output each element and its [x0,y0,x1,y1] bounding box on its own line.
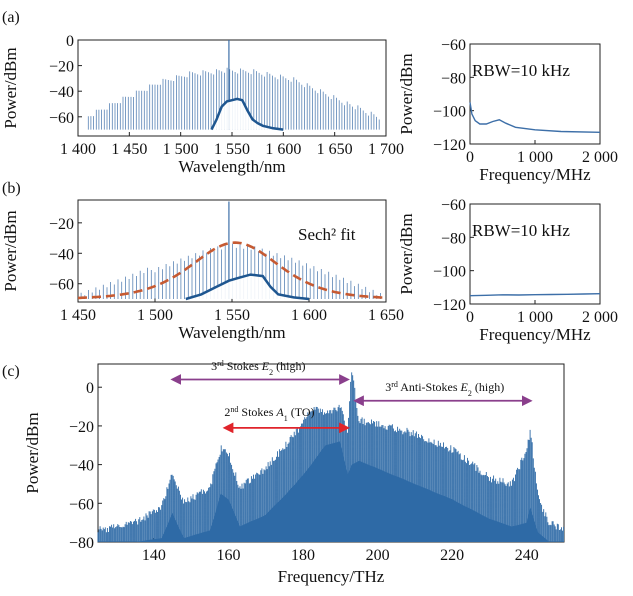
comb-lines [80,243,381,299]
x-tick-label: 1 650 [317,141,353,158]
y-tick-label: −100 [433,264,466,281]
x-tick-label: 1 550 [214,307,250,324]
y-tick-label: −40 [49,84,74,101]
y-tick-label: −120 [433,297,466,314]
annotation-label-part: rd [217,358,224,367]
x-tick-label: 1 450 [111,141,147,158]
x-tick-label: 1 500 [137,307,173,324]
annotation-label-part: nd [230,405,238,414]
x-tick-label: 1 600 [291,307,327,324]
y-tick-label: 0 [86,380,94,397]
x-axis-label: Frequency/THz [278,567,385,586]
x-tick-label: 140 [142,547,166,564]
y-axis-label: Power/dBm [397,53,416,134]
chart-a-rf-spectrum: 0 1 000 2 000 −60 −80 −100 −120 Frequency/MHz Po… [397,37,618,184]
annotation-label-part: Stokes [238,405,276,419]
x-axis-label: Wavelength/nm [178,323,285,342]
y-tick-label: 0 [66,33,74,50]
annotation-label-part: E [261,359,270,373]
annotation-label-part: Anti-Stokes [398,380,461,394]
chart-a-spectrum: 1 400 1 450 1 500 1 550 1 600 1 650 1 700 0 −20 −… [1,33,404,176]
inner-spectrum-line [210,97,284,131]
y-tick-label: −60 [441,197,466,214]
annotation-label-part: (high) [273,359,305,373]
rbw-annotation: RBW=10 kHz [472,221,570,240]
annotation-label: 3rd Stokes E2 (high) [211,358,305,376]
annotation-label-part: 2 [468,389,472,398]
y-tick-label: −20 [69,419,94,436]
panel-label-a: (a) [2,9,20,26]
y-tick-label: −60 [69,496,94,513]
x-tick-label: 1 000 [517,149,553,166]
x-tick-label: 1 400 [60,141,96,158]
x-tick-label: 1 000 [517,309,553,326]
x-tick-label: 1 700 [368,141,404,158]
annotation-label-part: Stokes [224,359,262,373]
rbw-annotation: RBW=10 kHz [472,61,570,80]
inner-spectrum-fill [211,98,284,130]
x-tick-label: 0 [466,149,474,166]
rf-noise-trace [469,293,601,297]
plot-frame [469,203,601,305]
x-tick-label: 180 [291,547,315,564]
plot-frame [469,43,601,145]
inner-spectrum-fill [185,274,309,299]
x-tick-label: 160 [216,547,240,564]
annotation-label-part: 3 [385,380,391,394]
y-axis-label: Power/dBm [1,210,20,291]
y-tick-label: −120 [433,137,466,154]
panel-label-c: (c) [2,363,20,380]
x-tick-label: 2 000 [582,149,618,166]
spectrum-floor-fill [98,441,564,542]
rf-noise-trace [469,102,601,133]
chart-c-spectrum: 140 160 180 200 220 240 0 −20 −40 −60 −80 Frequency… [23,358,565,586]
inner-spectrum-line [185,273,310,301]
panel-label-b: (b) [2,180,21,197]
y-tick-label: −80 [441,70,466,87]
y-tick-label: −60 [49,277,74,294]
annotation-label-part: rd [391,380,398,389]
x-axis-label: Frequency/MHz [479,325,591,344]
x-tick-label: 0 [466,309,474,326]
y-tick-label: −60 [49,110,74,127]
y-tick-label: −40 [49,246,74,263]
x-axis-label: Wavelength/nm [178,157,285,176]
annotation-label-part: E [460,380,469,394]
x-tick-label: 220 [440,547,464,564]
x-tick-label: 200 [366,547,390,564]
x-tick-label: 1 450 [60,307,96,324]
x-tick-label: 1 650 [368,307,404,324]
annotation-label-part: 3 [211,359,217,373]
x-tick-label: 2 000 [582,309,618,326]
chart-b-spectrum: 1 450 1 500 1 550 1 600 1 650 −20 −40 −60 Wavele… [1,199,404,342]
sech2-fit-label: Sech² fit [298,225,356,244]
annotation-label-part: 1 [284,414,288,423]
y-tick-label: −100 [433,104,466,121]
chart-b-rf-spectrum: 0 1 000 2 000 −60 −80 −100 −120 Frequency/MHz Po… [397,197,618,344]
y-tick-label: −80 [441,230,466,247]
y-tick-label: −60 [441,37,466,54]
y-axis-label: Power/dBm [1,47,20,128]
sech2-fit-curve [78,241,387,300]
y-tick-label: −20 [49,216,74,233]
comb-lines [87,67,380,130]
y-tick-label: −20 [49,59,74,76]
annotation-label-part: A [275,405,284,419]
x-axis-label: Frequency/MHz [479,165,591,184]
y-tick-label: −80 [69,535,94,552]
x-tick-label: 1 600 [265,141,301,158]
annotation-label-part: 2 [224,405,230,419]
y-axis-label: Power/dBm [23,412,42,493]
annotation-label-part: (TO) [288,405,315,419]
annotation-label-part: 2 [269,367,273,376]
annotation-label: 2nd Stokes A1 (TO) [224,405,314,423]
x-tick-label: 1 550 [214,141,250,158]
y-axis-label: Power/dBm [397,213,416,294]
annotation-label-part: (high) [472,380,504,394]
x-tick-label: 240 [515,547,539,564]
annotation-label: 3rd Anti-Stokes E2 (high) [385,380,504,398]
x-tick-label: 1 500 [163,141,199,158]
y-tick-label: −40 [69,458,94,475]
